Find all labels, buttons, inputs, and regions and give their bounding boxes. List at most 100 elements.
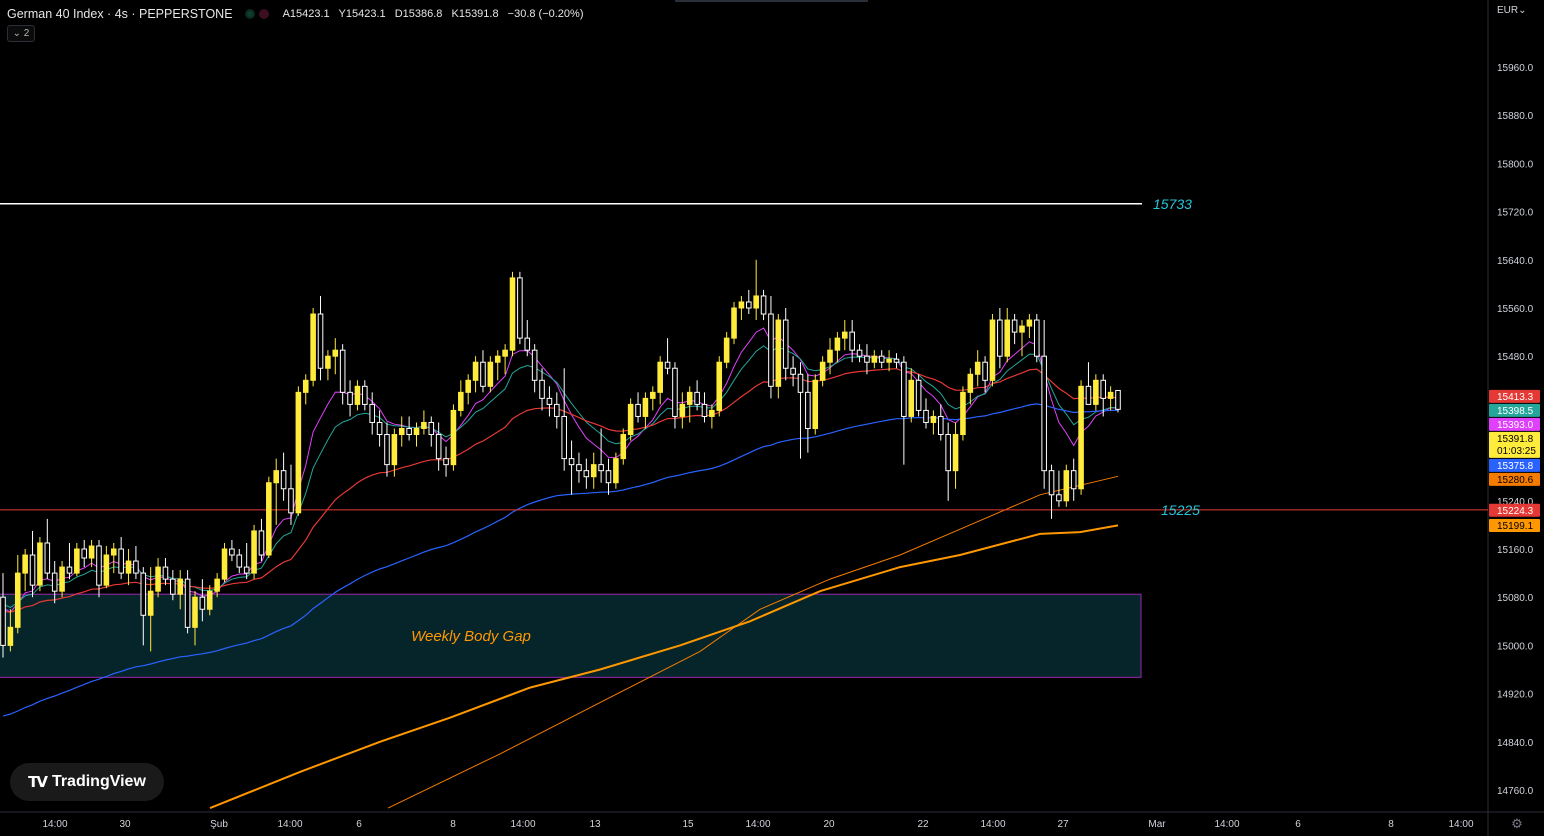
candle-body <box>613 458 619 484</box>
tradingview-logo[interactable]: 𝗧𝗩 TradingView <box>10 763 164 801</box>
time-tick-label: 20 <box>823 819 835 830</box>
candle-body <box>782 319 789 369</box>
time-tick-label: 14:00 <box>1448 819 1473 830</box>
price-tick-label: 15000.0 <box>1497 641 1534 652</box>
logo-text: TradingView <box>51 773 146 790</box>
candle-body <box>1004 319 1011 357</box>
price-tag <box>1489 472 1540 486</box>
candle-body <box>812 379 819 429</box>
candle-body <box>310 313 316 381</box>
candle-body <box>487 361 494 387</box>
candle-body <box>14 572 21 628</box>
candle-body <box>332 349 339 357</box>
candle-body <box>110 548 117 556</box>
low-label: D <box>394 8 403 20</box>
price-tag <box>1489 389 1540 403</box>
candle-body <box>531 349 538 381</box>
data-status-icon <box>258 9 269 19</box>
chart-header: German 40 Index · 4s · PEPPERSTONE A1542… <box>7 6 590 22</box>
price-tag-label: 15199.1 <box>1497 521 1534 532</box>
currency-selector[interactable]: EUR⌄ <box>1497 5 1527 16</box>
time-axis[interactable]: 14:00 30 Şub 14:00 6 8 14:00 13 15 14:00 20 22 14:00… <box>42 816 1522 831</box>
candle-body <box>590 464 597 478</box>
candle-body <box>140 572 147 616</box>
candle-body <box>1011 319 1018 333</box>
candle-body <box>376 421 383 436</box>
price-axis[interactable]: 15960.0 15880.0 15800.0 15720.0 15640.0 15560… <box>1497 63 1534 797</box>
candle-body <box>103 554 110 586</box>
price-tick-label: 15640.0 <box>1497 256 1534 267</box>
candle-body <box>945 434 951 472</box>
high-value: 15423.1 <box>345 8 386 20</box>
candle-body <box>192 596 198 628</box>
price-tag <box>1489 458 1540 472</box>
candle-body <box>1093 379 1099 405</box>
candle-body <box>723 337 730 363</box>
candle-body <box>251 530 257 574</box>
candle-body <box>413 428 420 436</box>
candle-body <box>583 470 590 478</box>
candle-body <box>206 590 213 610</box>
candle-body <box>443 458 449 466</box>
price-tag <box>1489 403 1540 417</box>
weekly-body-gap-zone[interactable] <box>0 593 1142 678</box>
candle-body <box>280 470 287 490</box>
candle-body <box>930 415 937 423</box>
candle-body <box>937 415 944 436</box>
time-tick-label: 6 <box>1295 819 1301 830</box>
candle-body <box>694 391 700 405</box>
candle-body <box>37 542 43 586</box>
candle-body <box>243 566 250 574</box>
candle-body <box>827 349 833 363</box>
candle-body <box>96 545 102 586</box>
candle-body <box>672 367 678 417</box>
candle-body <box>428 421 435 436</box>
candle-body <box>7 626 14 646</box>
candle-body <box>709 409 715 417</box>
candle-body <box>568 458 575 466</box>
candle-body <box>701 403 708 417</box>
candle-body <box>923 409 929 423</box>
candle-body <box>819 361 826 381</box>
candle-body <box>864 355 870 363</box>
candle-body <box>258 530 265 556</box>
candle-body <box>1085 385 1092 405</box>
candle-body <box>22 554 28 574</box>
level-label: 15733 <box>1153 196 1192 212</box>
candle-body <box>199 596 206 610</box>
candle-body <box>494 355 501 363</box>
horizontal-line-layer[interactable]: 15733 15225 <box>0 196 1488 518</box>
candle-body <box>915 379 922 411</box>
level-label: 15225 <box>1161 502 1200 518</box>
candle-body <box>982 361 988 381</box>
candle-body <box>1115 389 1121 410</box>
candle-body <box>59 566 65 592</box>
candle-body <box>133 560 139 574</box>
candle-body <box>738 301 745 309</box>
candle-body <box>546 397 553 405</box>
settings-gear-icon[interactable]: ⚙ <box>1511 816 1523 831</box>
price-tag-label: 15391.8 <box>1497 434 1534 445</box>
candle-body <box>421 421 427 430</box>
candle-body <box>229 548 235 556</box>
change-value: −30.8 (−0.20%) <box>507 8 584 20</box>
time-tick-label: 6 <box>356 819 362 830</box>
time-tick-label: 13 <box>589 819 601 830</box>
price-tag-label: 15398.5 <box>1497 406 1534 417</box>
candle-body <box>635 403 641 417</box>
candle-body <box>339 349 346 393</box>
candle-body <box>657 361 663 393</box>
candle-body <box>509 277 516 351</box>
candle-body <box>598 464 604 472</box>
candle-body <box>273 470 280 484</box>
price-tick-label: 14760.0 <box>1497 786 1534 797</box>
symbol-title[interactable]: German 40 Index · 4s · PEPPERSTONE <box>7 7 233 21</box>
candle-body <box>177 578 184 595</box>
candle-body <box>539 379 545 399</box>
candle-body <box>214 578 220 592</box>
candle-body <box>1078 385 1084 490</box>
candle-body <box>74 548 80 574</box>
candle-body <box>1026 319 1033 327</box>
indicators-toggle-button[interactable]: ⌄ 2 <box>7 25 35 42</box>
